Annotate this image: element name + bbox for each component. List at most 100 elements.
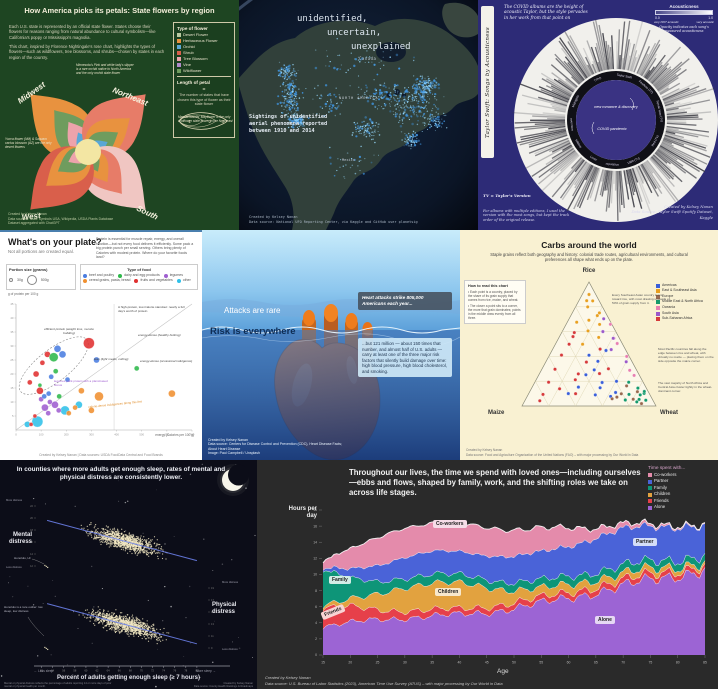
heart-image-credit: Image: Paul Campbell / Unsplash: [208, 451, 260, 456]
legend-item: Children: [648, 491, 712, 497]
carbs-data-source: Data source: Food and Agriculture Organi…: [466, 452, 639, 457]
ufo-title-line-1: unidentified,: [297, 14, 368, 24]
svg-text:40: 40: [10, 316, 14, 320]
flowers-note-dataset: Dataset aggregated with ChatGPT: [8, 221, 60, 226]
acousticness-legend: Acousticness 0.0 1.0 very NOT acoustic v…: [653, 4, 715, 34]
album-label: reputation: [606, 162, 620, 167]
ann-energy-1: energy-dense (healthy bulking): [138, 333, 181, 337]
time-legend-items: Co-workers Partner Family Children Friends Al…: [648, 472, 712, 510]
acousticness-gradient-bar: [655, 10, 713, 15]
map-label-canada: Canada: [359, 56, 377, 61]
plate-title: What's on your plate?: [8, 237, 102, 247]
svg-text:60: 60: [567, 661, 571, 665]
time-data-source: Data source: U.S. Bureau of Labor Statis…: [265, 680, 503, 686]
heart-data-source: Data source: Centers for Disease Control…: [208, 442, 343, 451]
legend-item: Desert Flower: [177, 32, 231, 38]
legend-item: Partner: [648, 479, 712, 484]
svg-text:15: 15: [211, 610, 214, 614]
ann-honolulu-short: Honolulu, HI: [14, 556, 31, 560]
svg-text:14: 14: [313, 540, 317, 544]
physical-distress-label: Physical distress: [212, 602, 237, 615]
time-ylabel: Hours per day: [288, 506, 317, 519]
svg-text:20: 20: [30, 516, 33, 520]
svg-text:80: 80: [195, 669, 198, 673]
mental-distress-label: Mental distress: [8, 532, 32, 545]
plate-footer: Created by Kelsey Nanan | Data sources: …: [39, 453, 163, 457]
legend-item: beef and poultry: [83, 273, 114, 278]
vertex-wheat: Wheat: [660, 410, 678, 416]
flowers-credit: Created by Kelsey Nanan: [8, 212, 47, 217]
svg-text:80: 80: [676, 661, 680, 665]
flowers-intro-2: This chart, inspired by Florence Nightin…: [9, 44, 165, 60]
flowers-footer: Created by Kelsey Nanan Data sources: St…: [8, 212, 113, 226]
carbs-title: Carbs around the world: [541, 240, 637, 250]
map-label-north-america: NORTH AMERICA: [339, 96, 379, 100]
taylor-credit: Created by Kelsey Nanan: [664, 204, 713, 210]
more-distress-2: More distress: [222, 581, 239, 584]
ufo-credit: Created by Kelsey Nanan: [249, 215, 298, 220]
ufo-footer: Created by Kelsey Nanan Data source: Nat…: [249, 215, 418, 225]
poster-taylor-acousticness: Taylor Swift Fearless (TV) Speak Now (TV) R…: [478, 0, 718, 230]
ann-standout: A high-protein, low-Calorie standout: ne…: [118, 305, 185, 313]
poster-carbs-ternary: Carbs around the world Staple grains ref…: [460, 230, 718, 460]
sleep-title: In counties where more adults get enough…: [16, 466, 226, 482]
plate-xlabel: energy (Calories per 100 g): [155, 433, 194, 437]
petal-legend-title: Length of petal: [177, 80, 210, 86]
large-portion-label: 500g: [40, 278, 49, 282]
svg-text:2: 2: [315, 637, 317, 641]
scale-label-left: very NOT acoustic: [654, 20, 679, 24]
sighting-dots: [276, 38, 448, 179]
taylor-footnote: For albums with multiple editions, I use…: [483, 208, 570, 222]
vertex-maize: Maize: [488, 410, 505, 416]
time-footer: Created by Kelsey Nanan Data source: U.S…: [265, 675, 503, 686]
center-annotation-romance: new romance & discovery: [594, 105, 639, 109]
legend-item: dairy and egg products: [118, 273, 160, 278]
svg-text:76: 76: [173, 669, 176, 673]
ternary-chart: [521, 281, 657, 407]
small-portion-label: 30g: [17, 278, 23, 282]
flower-legend: Type of flower Desert Flower Herbaceous F…: [173, 22, 235, 138]
legend-item: legumes: [163, 273, 183, 278]
vertex-rice: Rice: [582, 268, 596, 274]
legend-item: fruits and vegetables: [134, 278, 173, 283]
album-label: Speak Now (TV): [656, 100, 664, 122]
svg-text:5: 5: [12, 414, 14, 418]
album-label: 1989 (TV): [627, 156, 641, 165]
ufo-caption: Sightings of unidentified aerial phenome…: [249, 114, 328, 134]
heart-stat-1: Heart attacks strike 805,000 Americans e…: [358, 292, 452, 310]
petal-legend-text: The number of states that have chosen th…: [177, 93, 231, 107]
svg-text:75: 75: [649, 661, 653, 665]
svg-text:60: 60: [84, 669, 87, 673]
svg-text:600: 600: [165, 433, 170, 437]
legend-item: Family: [648, 485, 712, 491]
svg-text:22: 22: [30, 504, 33, 508]
petal-number-2: 2: [209, 119, 212, 124]
taylor-title: Taylor Swift: Songs by Acousticness: [484, 26, 491, 138]
poster-sleep-distress: 12 14 16 18 20 22 9 11 13 15 17 19 52 54 56 58 60 62 64 66 6…: [0, 460, 257, 689]
flowers-note-northeast: Massachusetts' Mayflower is the only wil…: [178, 115, 233, 123]
svg-text:56: 56: [62, 669, 65, 673]
legend-item: Middle East & North Africa: [656, 300, 714, 305]
taylor-footer: Created by Kelsey Nanan Data Source: Tay…: [631, 204, 713, 220]
svg-text:14: 14: [30, 552, 33, 556]
plate-intro: Protein is essential for muscle repair, …: [96, 237, 194, 260]
plate-ylabel: g of protein per 100 g: [8, 292, 39, 296]
more-sleep-label: More sleep →: [196, 669, 216, 673]
legend-item: cereal grains, pasta, bread: [83, 278, 130, 283]
sleep-scatter-chart: 12 14 16 18 20 22 9 11 13 15 17 19 52 54 56 58 60 62 64 66 6…: [0, 463, 256, 688]
petal-diagram: 1 2 3: [178, 112, 228, 130]
legend-item: Sub-Saharan Africa: [656, 316, 714, 322]
legend-item: Shrub: [177, 50, 231, 56]
svg-text:12: 12: [30, 564, 33, 568]
portion-size-title: Portion size (grams): [9, 267, 48, 272]
legend-item: East & Southeast Asia: [656, 288, 714, 294]
taylor-note-top: The COVID albums are the height of acous…: [504, 5, 588, 21]
svg-text:45: 45: [10, 302, 14, 306]
legend-item: Co-workers: [648, 472, 712, 478]
flowers-title: How America picks its petals: State flow…: [24, 6, 215, 15]
region-legend: Americas East & Southeast Asia Europe Middl…: [656, 282, 714, 323]
flowers-note-orchid: Minnesota's Pink and white lady's slippe…: [76, 63, 134, 75]
food-type-items: beef and poultry dairy and egg products le…: [83, 273, 195, 284]
